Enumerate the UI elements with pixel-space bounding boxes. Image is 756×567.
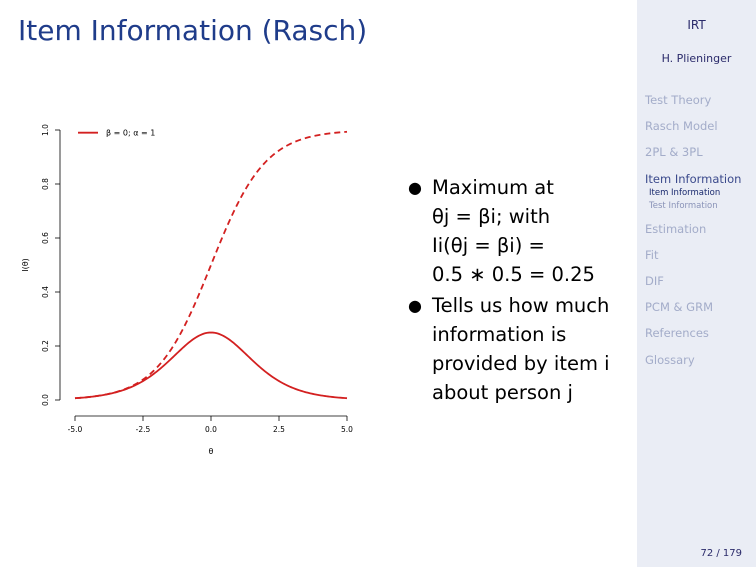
y-tick-label: 0.0: [41, 394, 50, 406]
bullet-item: ● Maximum at θj = βi; with Ii(θj = βi) =…: [408, 173, 633, 289]
bullet-item: ● Tells us how much information is provi…: [408, 291, 633, 407]
sidebar-item[interactable]: Rasch Model: [645, 119, 718, 134]
x-tick-label: -5.0: [68, 425, 83, 434]
x-tick-label: -2.5: [136, 425, 151, 434]
sidebar-item[interactable]: References: [645, 326, 709, 341]
sidebar-nav: Test Theory Rasch Model 2PL & 3PL Item Info…: [645, 92, 741, 378]
bullet-icon: ●: [408, 296, 422, 315]
bullet-icon: ●: [408, 178, 422, 197]
slide-title: Item Information (Rasch): [18, 14, 368, 47]
bullet-line: θj = βi; with: [432, 205, 551, 228]
sidebar-item[interactable]: Estimation: [645, 221, 707, 236]
y-tick-label: 0.2: [41, 340, 50, 352]
sidebar-item[interactable]: 2PL & 3PL: [645, 145, 703, 160]
sidebar-item[interactable]: Fit: [645, 247, 659, 262]
sidebar-author[interactable]: H. Plieninger: [661, 52, 732, 65]
y-tick-label: 0.4: [41, 286, 50, 298]
information-plot: 0.0 0.2 0.4 0.6 0.8 1.0 -5.0 -2.5 0.0 2.5 5.0 θ I(θ)…: [21, 124, 353, 456]
x-axis-label: θ: [209, 447, 214, 456]
x-tick-label: 0.0: [205, 425, 217, 434]
bullet-line: Ii(θj = βi) =: [432, 234, 545, 257]
sidebar-item[interactable]: DIF: [645, 273, 664, 288]
sidebar-subitem[interactable]: Test Information: [649, 200, 718, 211]
sidebar-item[interactable]: Test Theory: [645, 93, 712, 107]
y-axis-label: I(θ): [21, 258, 30, 272]
slide-main: Item Information (Rasch) 0.0 0.2 0.4 0.6 0.8…: [18, 14, 633, 456]
sidebar-item[interactable]: Item Information: [645, 171, 742, 186]
sidebar-item[interactable]: Glossary: [645, 352, 695, 367]
sidebar-title[interactable]: IRT: [687, 18, 706, 32]
legend-label: β = 0; α = 1: [106, 129, 155, 138]
bullet-list: ● Maximum at θj = βi; with Ii(θj = βi) =…: [408, 173, 633, 409]
bullet-line: provided by item i: [432, 352, 610, 375]
bullet-line: about person j: [432, 381, 573, 404]
bullet-line: 0.5 ∗ 0.5 = 0.25: [432, 263, 595, 286]
information-curve: [74, 331, 348, 400]
bullet-line: Tells us how much: [432, 294, 610, 317]
navigation-sidebar: IRT H. Plieninger Test Theory Rasch Model…: [637, 0, 756, 567]
y-tick-label: 1.0: [41, 124, 50, 136]
x-tick-label: 5.0: [341, 425, 353, 434]
y-tick-label: 0.6: [41, 232, 50, 244]
sidebar-subitem[interactable]: Item Information: [649, 187, 721, 198]
icc-curve: [74, 130, 348, 400]
y-tick-label: 0.8: [41, 178, 50, 190]
page-number: 72 / 179: [700, 548, 742, 559]
bullet-line: information is: [432, 323, 567, 346]
x-tick-label: 2.5: [273, 425, 285, 434]
bullet-line: Maximum at: [432, 176, 554, 199]
sidebar-item[interactable]: PCM & GRM: [645, 300, 713, 315]
